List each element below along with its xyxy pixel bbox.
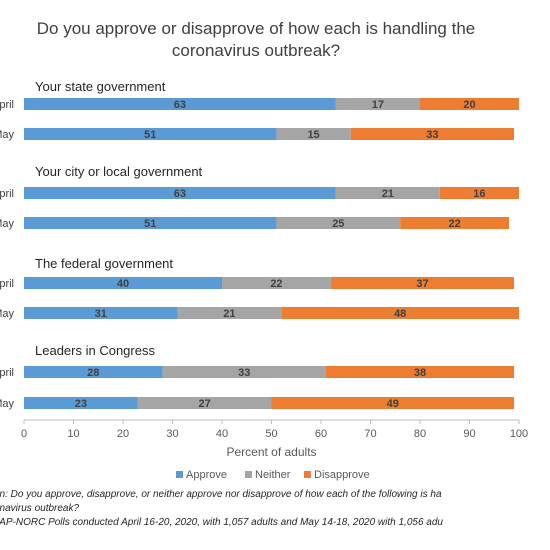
bar-segment-neither (335, 98, 420, 110)
bar-segment-disapprove (439, 187, 519, 199)
bar-segment-neither (335, 187, 440, 199)
bar-segment-approve (24, 307, 178, 319)
legend-label-disapprove: Disapprove (314, 469, 370, 481)
data-label: 21 (223, 308, 235, 320)
bar-segment-neither (276, 128, 351, 140)
bar-segment-neither (177, 307, 282, 319)
chart-title: Do you approve or disapprove of how each… (0, 18, 512, 62)
bar-segment-approve (24, 187, 336, 199)
x-tick-label: 90 (463, 428, 475, 440)
chart-footnote: on: Do you approve, disapprove, or neith… (0, 488, 550, 530)
x-tick-label: 60 (315, 428, 327, 440)
x-tick-label: 0 (21, 428, 27, 440)
data-label: 51 (144, 129, 156, 141)
group-label: Your city or local government (35, 164, 203, 179)
data-label: 17 (372, 99, 384, 111)
row-label: April (0, 99, 14, 111)
bar-segment-disapprove (281, 307, 519, 319)
chart-title-line-2: coronavirus outbreak? (171, 41, 341, 60)
legend-label-approve: Approve (186, 469, 227, 481)
data-label: 49 (387, 398, 399, 410)
x-tick-label: 70 (364, 428, 376, 440)
bar-segment-approve (24, 277, 222, 289)
data-label: 15 (307, 129, 319, 141)
bar-segment-approve (24, 217, 277, 229)
data-label: 16 (473, 188, 485, 200)
x-tick-label: 30 (166, 428, 178, 440)
legend-label-neither: Neither (255, 469, 291, 481)
x-tick-label: 100 (510, 428, 528, 440)
row-label: May (0, 218, 14, 230)
bar-segment-approve (24, 397, 138, 409)
row-label: May (0, 398, 14, 410)
legend-swatch-disapprove (304, 471, 311, 478)
footnote-question-line-1: on: Do you approve, disapprove, or neith… (0, 489, 442, 500)
row-label: April (0, 188, 14, 200)
row-label: April (0, 278, 14, 290)
data-label: 33 (238, 367, 250, 379)
bar-segment-neither (137, 397, 272, 409)
bar-segment-approve (24, 98, 336, 110)
data-label: 20 (463, 99, 475, 111)
data-label: 40 (117, 278, 129, 290)
bar-segment-disapprove (271, 397, 515, 409)
bar-segment-neither (276, 217, 401, 229)
bar-segment-disapprove (350, 128, 515, 140)
data-label: 22 (449, 218, 461, 230)
data-label: 23 (75, 398, 87, 410)
x-tick-label: 80 (414, 428, 426, 440)
footnote-question-line-2: onavirus outbreak? (0, 503, 80, 514)
x-tick-label: 40 (216, 428, 228, 440)
bar-segment-disapprove (330, 277, 515, 289)
bar-segment-neither (222, 277, 331, 289)
bar-segment-disapprove (400, 217, 510, 229)
x-tick-label: 20 (117, 428, 129, 440)
row-label: May (0, 308, 14, 320)
bar-segment-approve (24, 128, 277, 140)
data-label: 21 (382, 188, 394, 200)
footnote-source-line: : AP-NORC Polls conducted April 16-20, 2… (0, 517, 443, 528)
x-tick-label: 50 (265, 428, 277, 440)
data-label: 33 (426, 129, 438, 141)
data-label: 63 (174, 188, 186, 200)
bar-segment-disapprove (420, 98, 519, 110)
data-label: 51 (144, 218, 156, 230)
legend-swatch-neither (245, 471, 252, 478)
row-label: May (0, 129, 14, 141)
bar-segment-neither (162, 366, 326, 378)
row-label: April (0, 367, 14, 379)
data-label: 22 (270, 278, 282, 290)
x-tick-label: 10 (67, 428, 79, 440)
x-axis-label: Percent of adults (226, 445, 316, 459)
legend-swatch-approve (176, 471, 183, 478)
bar-segment-disapprove (325, 366, 515, 378)
data-label: 63 (174, 99, 186, 111)
data-label: 38 (414, 367, 426, 379)
data-label: 31 (95, 308, 107, 320)
group-label: Leaders in Congress (35, 343, 155, 358)
data-label: 25 (332, 218, 344, 230)
data-label: 27 (199, 398, 211, 410)
bar-segment-approve (24, 366, 163, 378)
data-label: 28 (87, 367, 99, 379)
group-label: Your state government (35, 79, 166, 94)
data-label: 37 (416, 278, 428, 290)
chart-title-line-1: Do you approve or disapprove of how each… (36, 19, 476, 38)
data-label: 48 (394, 308, 406, 320)
group-label: The federal government (35, 256, 173, 271)
